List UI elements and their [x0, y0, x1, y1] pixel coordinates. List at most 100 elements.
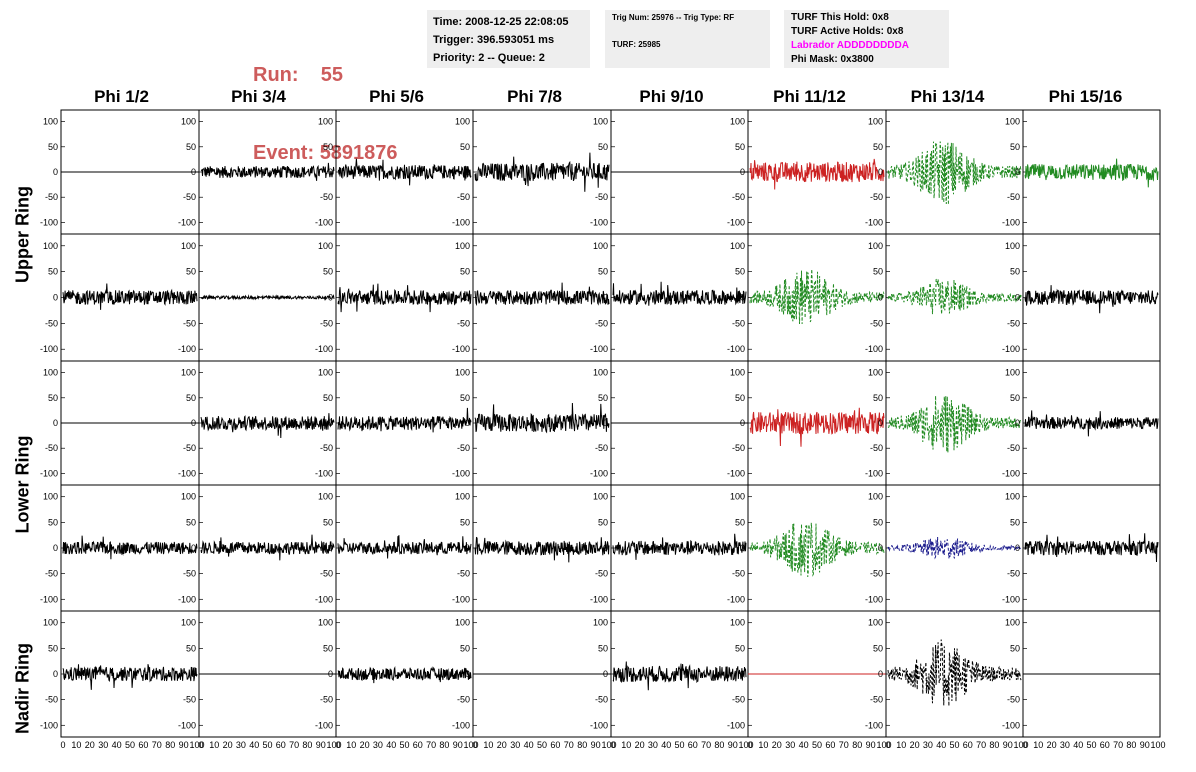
- y-tick-label: 0: [191, 293, 196, 303]
- waveform-trace: [1024, 410, 1159, 437]
- y-tick-label: 0: [191, 167, 196, 177]
- x-tick-label: 40: [661, 740, 671, 750]
- y-tick-label: 0: [1015, 293, 1020, 303]
- y-tick-label: 100: [730, 492, 745, 502]
- x-tick-label: 100: [601, 740, 616, 750]
- y-tick-label: 100: [43, 492, 58, 502]
- x-tick-label: 30: [923, 740, 933, 750]
- y-tick-label: -100: [727, 594, 745, 604]
- x-tick-label: 30: [236, 740, 246, 750]
- y-tick-label: -50: [45, 443, 58, 453]
- phi-column-label: Phi 9/10: [639, 87, 704, 106]
- y-tick-label: 0: [53, 543, 58, 553]
- y-tick-label: 100: [181, 618, 196, 628]
- y-tick-label: -50: [870, 443, 883, 453]
- y-tick-label: 100: [318, 117, 333, 127]
- x-tick-label: 70: [839, 740, 849, 750]
- y-tick-label: -50: [595, 569, 608, 579]
- y-tick-label: 50: [460, 643, 470, 653]
- x-tick-label: 30: [785, 740, 795, 750]
- x-tick-label: 0: [885, 740, 890, 750]
- y-tick-label: -100: [315, 217, 333, 227]
- y-tick-label: -100: [590, 217, 608, 227]
- y-tick-label: -50: [45, 318, 58, 328]
- x-tick-label: 40: [936, 740, 946, 750]
- phi-column-label: Phi 13/14: [910, 87, 985, 106]
- waveform-trace: [612, 281, 747, 306]
- waveform-trace: [612, 661, 747, 691]
- y-tick-label: 0: [465, 167, 470, 177]
- y-tick-label: 0: [328, 669, 333, 679]
- phi-column-label: Phi 7/8: [507, 87, 562, 106]
- y-tick-label: 0: [465, 418, 470, 428]
- y-tick-label: 50: [48, 267, 58, 277]
- y-tick-label: -50: [457, 443, 470, 453]
- waveform-trace: [749, 522, 885, 577]
- y-tick-label: 100: [318, 368, 333, 378]
- y-tick-label: 0: [191, 669, 196, 679]
- y-tick-label: 50: [323, 393, 333, 403]
- waveform-trace: [612, 533, 747, 560]
- y-tick-label: -50: [45, 569, 58, 579]
- y-tick-label: -100: [315, 594, 333, 604]
- y-tick-label: 100: [868, 368, 883, 378]
- x-tick-label: 10: [346, 740, 356, 750]
- x-tick-label: 30: [510, 740, 520, 750]
- priority-text: Priority: 2 -- Queue: 2: [433, 52, 545, 64]
- waveform-trace: [337, 666, 472, 684]
- phi-column-label: Phi 15/16: [1048, 87, 1123, 106]
- y-tick-label: 100: [43, 241, 58, 251]
- y-tick-label: 100: [318, 492, 333, 502]
- y-tick-label: 50: [873, 267, 883, 277]
- x-tick-label: 70: [1113, 740, 1123, 750]
- x-tick-label: 20: [497, 740, 507, 750]
- x-tick-label: 100: [326, 740, 341, 750]
- waveform-trace: [887, 278, 1022, 315]
- x-tick-label: 70: [976, 740, 986, 750]
- y-tick-label: 50: [873, 643, 883, 653]
- y-tick-label: -100: [1002, 594, 1020, 604]
- y-tick-label: -50: [183, 192, 196, 202]
- y-tick-label: -50: [1007, 192, 1020, 202]
- y-tick-label: -100: [315, 344, 333, 354]
- y-tick-label: -100: [178, 217, 196, 227]
- waveform-trace: [337, 407, 472, 433]
- y-tick-label: -100: [590, 594, 608, 604]
- x-tick-label: 60: [963, 740, 973, 750]
- y-tick-label: -50: [320, 192, 333, 202]
- y-tick-label: 100: [455, 492, 470, 502]
- y-tick-label: 50: [460, 142, 470, 152]
- y-tick-label: 50: [1010, 142, 1020, 152]
- y-tick-label: 0: [53, 167, 58, 177]
- y-tick-label: -50: [1007, 569, 1020, 579]
- phi-column-label: Phi 11/12: [773, 87, 846, 106]
- y-tick-label: 100: [1005, 241, 1020, 251]
- y-tick-label: 50: [598, 393, 608, 403]
- turf-text: TURF: 25985: [612, 40, 661, 49]
- y-tick-label: -50: [457, 192, 470, 202]
- run-label: Run:: [253, 64, 299, 86]
- waveform-trace: [337, 283, 472, 313]
- x-tick-label: 0: [198, 740, 203, 750]
- y-tick-label: -100: [315, 720, 333, 730]
- y-tick-label: 0: [191, 418, 196, 428]
- waveform-trace: [474, 282, 610, 307]
- y-tick-label: 50: [48, 643, 58, 653]
- waveform-trace: [887, 395, 1022, 453]
- event-label: Event:: [253, 142, 315, 164]
- y-tick-label: -50: [183, 443, 196, 453]
- x-tick-label: 60: [825, 740, 835, 750]
- waveform-trace: [62, 664, 198, 690]
- y-tick-label: 0: [740, 293, 745, 303]
- x-tick-label: 60: [550, 740, 560, 750]
- x-tick-label: 20: [635, 740, 645, 750]
- y-tick-label: -100: [452, 217, 470, 227]
- x-tick-label: 60: [413, 740, 423, 750]
- y-tick-label: 0: [603, 418, 608, 428]
- y-tick-label: 0: [603, 167, 608, 177]
- x-tick-label: 100: [189, 740, 204, 750]
- waveform-trace: [749, 407, 885, 447]
- y-tick-label: 50: [186, 267, 196, 277]
- waveform-trace: [1024, 533, 1159, 563]
